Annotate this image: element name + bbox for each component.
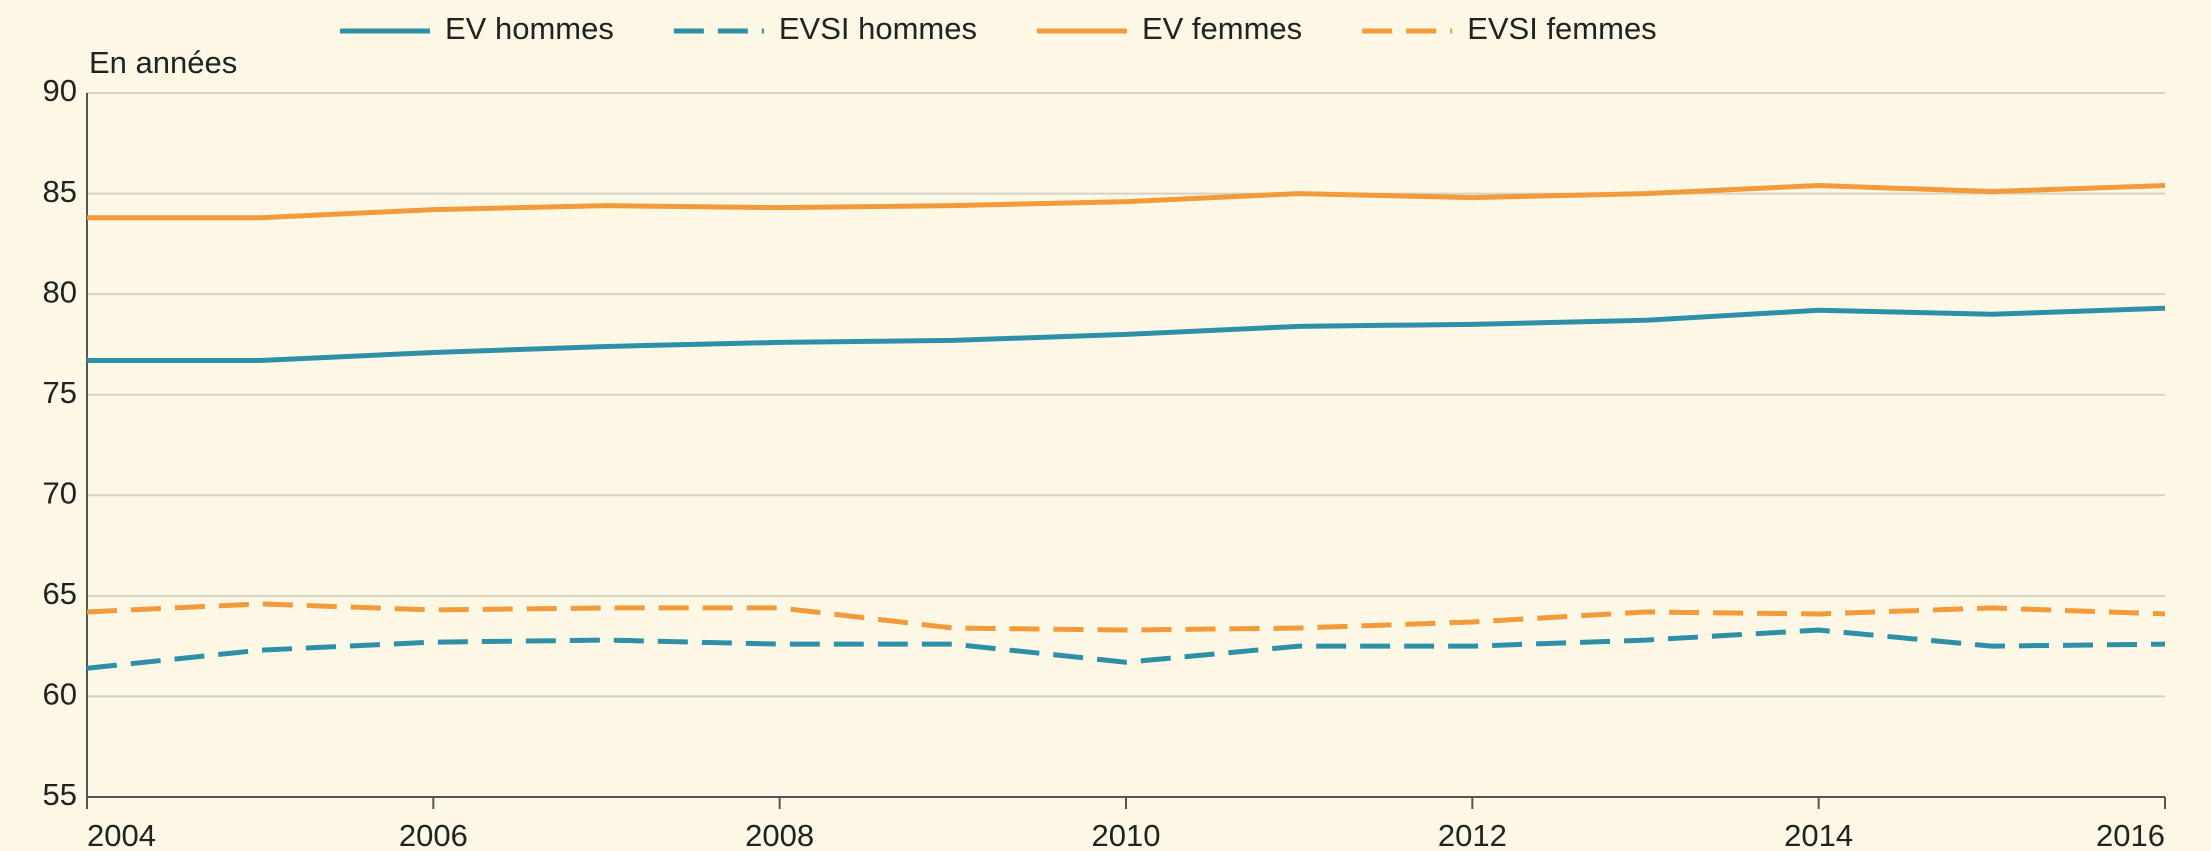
line-series [86, 627, 2166, 671]
line-series [86, 601, 2166, 633]
x-tick-label: 2004 [87, 818, 156, 851]
x-tick-label: 2014 [1784, 818, 1853, 851]
x-tick-label: 2016 [2096, 818, 2165, 851]
legend-label: EV femmes [1142, 11, 1302, 46]
y-tick-label: 70 [43, 475, 77, 510]
y-axis-label: En années [89, 45, 237, 80]
y-tick-label: 60 [43, 677, 77, 712]
legend-label: EVSI femmes [1467, 11, 1657, 46]
y-tick-label: 80 [43, 274, 77, 309]
legend-label: EV hommes [445, 11, 614, 46]
y-tick-label: 55 [43, 777, 77, 812]
legend-label: EVSI hommes [779, 11, 977, 46]
line-series [87, 183, 2166, 221]
y-tick-label: 90 [43, 73, 77, 108]
y-tick-label: 75 [43, 375, 77, 410]
x-tick-label: 2010 [1092, 818, 1161, 851]
line-series [87, 305, 2166, 364]
x-tick-label: 2008 [745, 818, 814, 851]
y-tick-label: 65 [43, 576, 77, 611]
x-tick-label: 2006 [399, 818, 468, 851]
x-tick-label: 2012 [1438, 818, 1507, 851]
y-tick-label: 85 [43, 174, 77, 209]
